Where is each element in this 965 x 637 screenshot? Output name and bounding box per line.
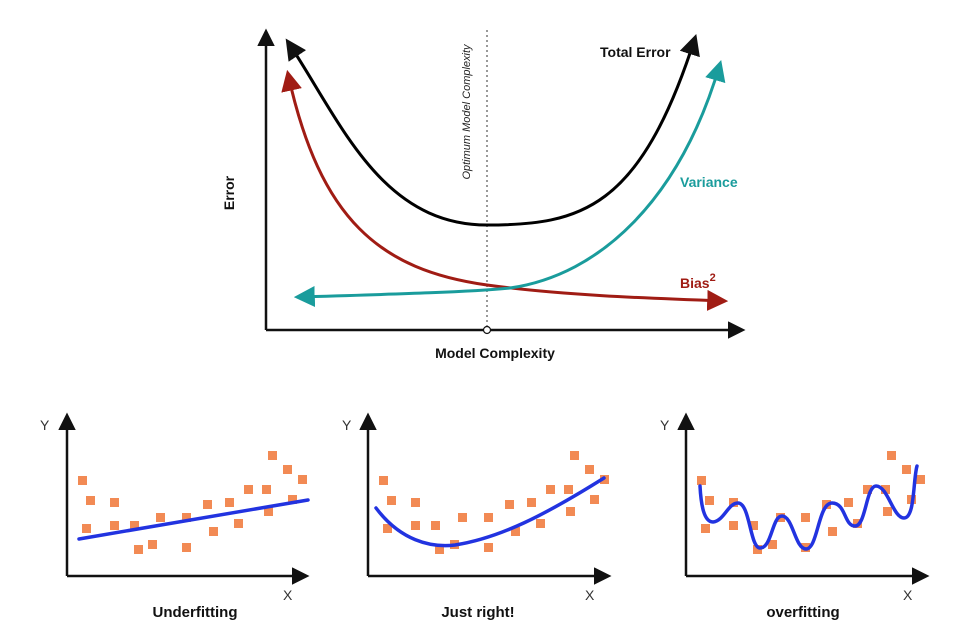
panel-2-points — [379, 451, 609, 554]
data-point — [234, 519, 243, 528]
panel-1-title: Underfitting — [153, 604, 238, 621]
data-point — [749, 521, 758, 530]
main-chart: Error Model Complexity Optimum Model Com… — [221, 28, 746, 361]
panel-underfitting: Y X Underfitting — [40, 412, 310, 621]
data-point — [511, 527, 520, 536]
panel-1-x-label: X — [283, 587, 293, 603]
data-point — [379, 476, 388, 485]
data-point — [411, 498, 420, 507]
panel-2-y-label: Y — [342, 417, 352, 433]
data-point — [130, 521, 139, 530]
data-point — [225, 498, 234, 507]
data-point — [86, 496, 95, 505]
panel-2-title: Just right! — [441, 604, 514, 621]
data-point — [182, 543, 191, 552]
data-point — [283, 465, 292, 474]
data-point — [82, 524, 91, 533]
data-point — [288, 495, 297, 504]
data-point — [705, 496, 714, 505]
total-error-label: Total Error — [600, 44, 671, 60]
data-point — [134, 545, 143, 554]
data-point — [590, 495, 599, 504]
optimum-label: Optimum Model Complexity — [461, 43, 473, 180]
x-axis-label: Model Complexity — [435, 345, 555, 361]
panel-1-fit-line — [77, 498, 310, 541]
data-point — [801, 513, 810, 522]
data-point — [244, 485, 253, 494]
data-point — [536, 519, 545, 528]
data-point — [887, 451, 896, 460]
data-point — [828, 527, 837, 536]
data-point — [203, 500, 212, 509]
data-point — [383, 524, 392, 533]
data-point — [431, 521, 440, 530]
panel-3-fit-curve — [698, 464, 919, 551]
data-point — [585, 465, 594, 474]
panel-overfitting: Y X overfitting — [660, 412, 930, 621]
data-point — [484, 543, 493, 552]
data-point — [753, 545, 762, 554]
data-point — [209, 527, 218, 536]
y-axis-label: Error — [221, 175, 237, 210]
data-point — [298, 475, 307, 484]
data-point — [881, 485, 890, 494]
data-point — [78, 476, 87, 485]
data-point — [564, 485, 573, 494]
bias-label: Bias2 — [680, 272, 716, 291]
data-point — [570, 451, 579, 460]
panel-1-y-label: Y — [40, 417, 50, 433]
data-point — [883, 507, 892, 516]
data-point — [411, 521, 420, 530]
data-point — [484, 513, 493, 522]
variance-label: Variance — [680, 174, 738, 190]
data-point — [902, 465, 911, 474]
data-point — [546, 485, 555, 494]
data-point — [156, 513, 165, 522]
data-point — [182, 513, 191, 522]
panel-3-x-label: X — [903, 587, 913, 603]
data-point — [505, 500, 514, 509]
data-point — [387, 496, 396, 505]
panel-1-points — [78, 451, 307, 554]
data-point — [110, 521, 119, 530]
panel-2-x-label: X — [585, 587, 595, 603]
variance-curve — [293, 59, 726, 308]
data-point — [566, 507, 575, 516]
data-point — [527, 498, 536, 507]
data-point — [148, 540, 157, 549]
data-point — [268, 451, 277, 460]
data-point — [729, 521, 738, 530]
data-point — [264, 507, 273, 516]
data-point — [435, 545, 444, 554]
data-point — [916, 475, 925, 484]
data-point — [697, 476, 706, 485]
bias-label-superscript: 2 — [710, 272, 716, 284]
bias-label-text: Bias — [680, 275, 710, 291]
data-point — [110, 498, 119, 507]
data-point — [844, 498, 853, 507]
panel-2-fit-curve — [374, 476, 606, 548]
panel-3-title: overfitting — [766, 604, 839, 621]
panel-3-y-label: Y — [660, 417, 670, 433]
panel-just-right: Y X Just right! — [342, 412, 612, 621]
optimum-marker — [482, 325, 492, 335]
data-point — [701, 524, 710, 533]
data-point — [262, 485, 271, 494]
data-point — [768, 540, 777, 549]
bias-curve — [281, 69, 729, 311]
data-point — [863, 485, 872, 494]
total-error-curve — [285, 33, 700, 227]
data-point — [458, 513, 467, 522]
